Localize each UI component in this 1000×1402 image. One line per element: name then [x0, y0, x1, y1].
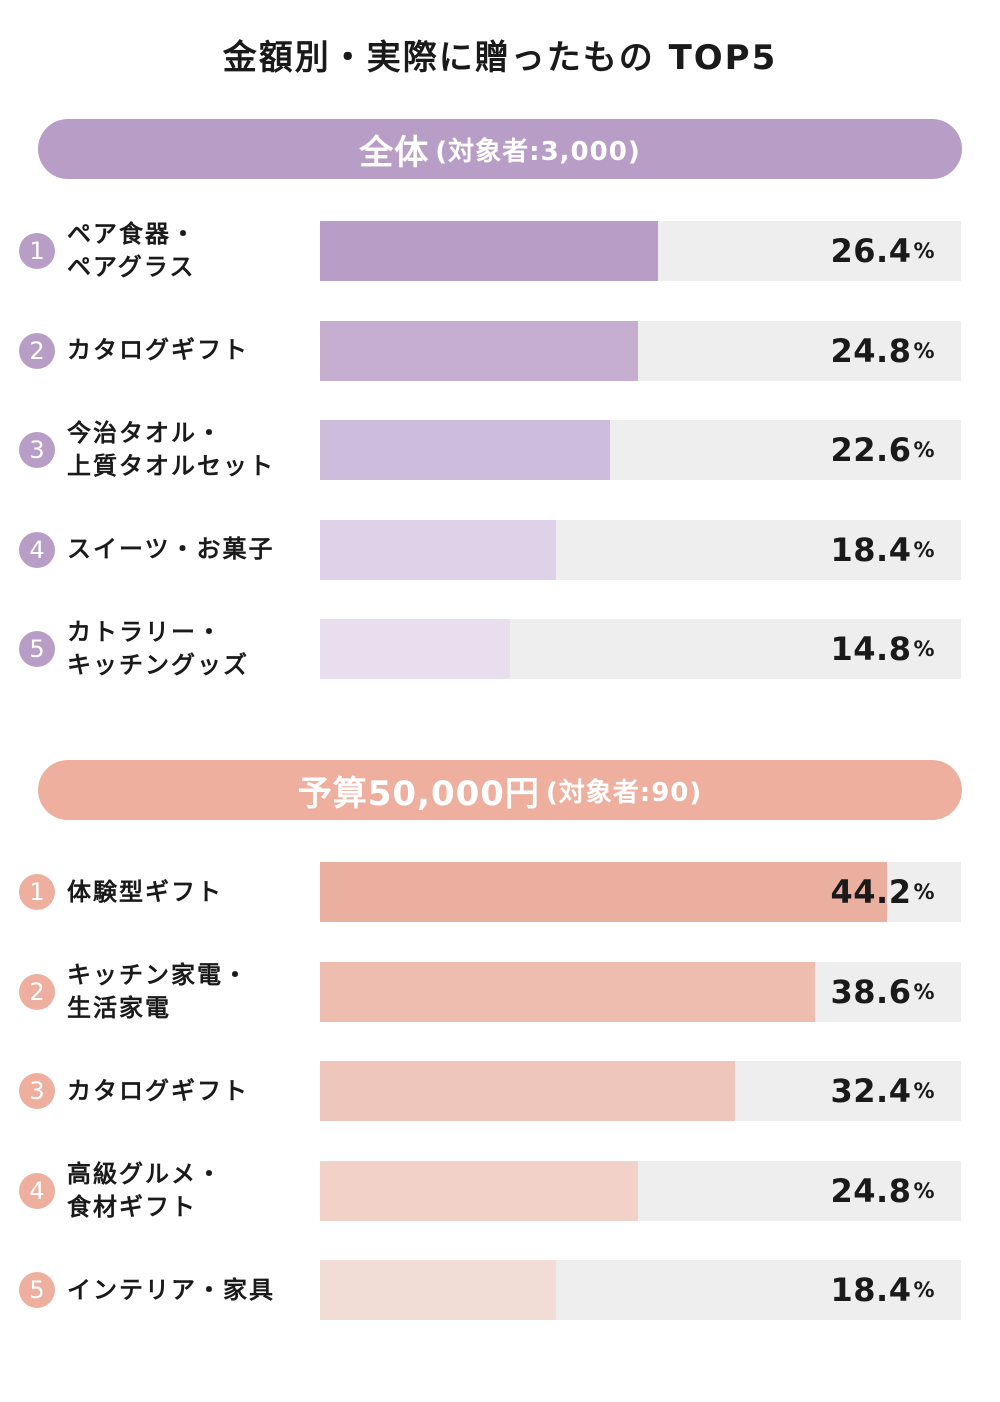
value-unit: %	[913, 1079, 935, 1103]
value-label: 44.2%	[831, 862, 936, 922]
bar-track: 38.6%	[320, 961, 961, 1022]
bar	[320, 1160, 638, 1221]
category-label: 体験型ギフト	[67, 877, 223, 906]
value-unit: %	[913, 438, 935, 462]
bar-row: 3 今治タオル・ 上質タオルセット 22.6%	[0, 419, 1000, 480]
value-number: 38.6	[830, 972, 912, 1011]
value-unit: %	[913, 880, 935, 904]
bar-track: 24.8%	[320, 1160, 961, 1221]
rank-badge: 2	[19, 332, 55, 369]
bar-track: 22.6%	[320, 420, 961, 480]
bar-track: 32.4%	[320, 1061, 961, 1121]
bar	[320, 320, 638, 381]
value-number: 18.4	[830, 1271, 912, 1309]
category-label: インテリア・家具	[67, 1275, 275, 1304]
value-unit: %	[913, 979, 935, 1004]
bar-row: 1 ペア食器・ ペアグラス 26.4%	[0, 220, 1000, 281]
rank-badge: 1	[19, 233, 55, 269]
bar-track: 24.8%	[320, 320, 961, 381]
bar-row: 3 カタログギフト 32.4%	[0, 1061, 1000, 1121]
bar	[320, 1061, 736, 1121]
bar	[320, 1260, 556, 1320]
value-unit: %	[913, 338, 935, 363]
section-header-subtitle: (対象者:3,000)	[435, 136, 641, 167]
value-label: 22.6%	[831, 420, 936, 480]
bar-row: 2 カタログギフト 24.8%	[0, 320, 1000, 381]
section-header-title: 全体	[359, 132, 430, 173]
bar	[320, 221, 659, 281]
value-label: 18.4%	[831, 520, 936, 580]
rank-badge: 5	[19, 1272, 55, 1308]
bar-row: 4 高級グルメ・ 食材ギフト 24.8%	[0, 1159, 1000, 1221]
bar-row: 1 体験型ギフト 44.2%	[0, 862, 1000, 922]
value-unit: %	[913, 637, 935, 661]
value-number: 14.8	[830, 630, 912, 668]
value-unit: %	[913, 1178, 935, 1203]
value-unit: %	[913, 537, 935, 562]
value-label: 38.6%	[831, 962, 936, 1022]
value-label: 14.8%	[831, 619, 936, 679]
rank-badge: 4	[19, 1172, 55, 1209]
value-number: 32.4	[830, 1072, 912, 1110]
category-label: カタログギフト	[67, 1076, 249, 1105]
value-number: 18.4	[830, 530, 912, 569]
bar	[320, 961, 815, 1022]
bar-row: 2 キッチン家電・ 生活家電 38.6%	[0, 960, 1000, 1022]
section-header: 予算50,000円 (対象者:90)	[38, 760, 962, 820]
chart-title: 金額別・実際に贈ったもの TOP5	[222, 38, 778, 78]
bar-track: 14.8%	[320, 619, 961, 679]
bar	[320, 862, 887, 922]
bar-track: 18.4%	[320, 1260, 961, 1320]
category-label: カタログギフト	[67, 336, 249, 364]
section-header-title: 予算50,000円	[297, 773, 540, 814]
rank-badge: 4	[19, 531, 55, 568]
bar	[320, 519, 556, 580]
bar	[320, 619, 510, 679]
value-label: 24.8%	[831, 321, 936, 381]
value-label: 24.8%	[831, 1161, 936, 1221]
value-unit: %	[913, 239, 935, 263]
rank-badge: 1	[19, 874, 55, 910]
category-label: キッチン家電・ 生活家電	[67, 960, 249, 1022]
category-label: ペア食器・ ペアグラス	[67, 220, 197, 281]
value-label: 32.4%	[831, 1061, 936, 1121]
bar-track: 18.4%	[320, 519, 961, 580]
category-label: スイーツ・お菓子	[67, 535, 275, 563]
category-label: 今治タオル・ 上質タオルセット	[67, 419, 275, 480]
bar	[320, 420, 610, 480]
rank-badge: 2	[19, 973, 55, 1010]
value-number: 24.8	[830, 331, 912, 370]
category-label: 高級グルメ・ 食材ギフト	[67, 1159, 223, 1221]
section-header-subtitle: (対象者:90)	[545, 777, 703, 808]
value-label: 26.4%	[831, 221, 936, 281]
value-label: 18.4%	[831, 1260, 936, 1320]
rank-badge: 3	[19, 432, 55, 468]
category-label: カトラリー・ キッチングッズ	[67, 618, 249, 679]
value-unit: %	[913, 1278, 935, 1302]
bar-row: 4 スイーツ・お菓子 18.4%	[0, 519, 1000, 580]
bar-row: 5 カトラリー・ キッチングッズ 14.8%	[0, 618, 1000, 679]
bar-track: 44.2%	[320, 862, 961, 922]
value-number: 44.2	[830, 873, 912, 911]
value-number: 26.4	[830, 232, 912, 270]
value-number: 22.6	[830, 431, 912, 469]
value-number: 24.8	[830, 1171, 912, 1210]
bar-track: 26.4%	[320, 221, 961, 281]
section-header: 全体 (対象者:3,000)	[38, 119, 962, 179]
rank-badge: 3	[19, 1073, 55, 1109]
rank-badge: 5	[19, 631, 55, 667]
bar-row: 5 インテリア・家具 18.4%	[0, 1260, 1000, 1320]
